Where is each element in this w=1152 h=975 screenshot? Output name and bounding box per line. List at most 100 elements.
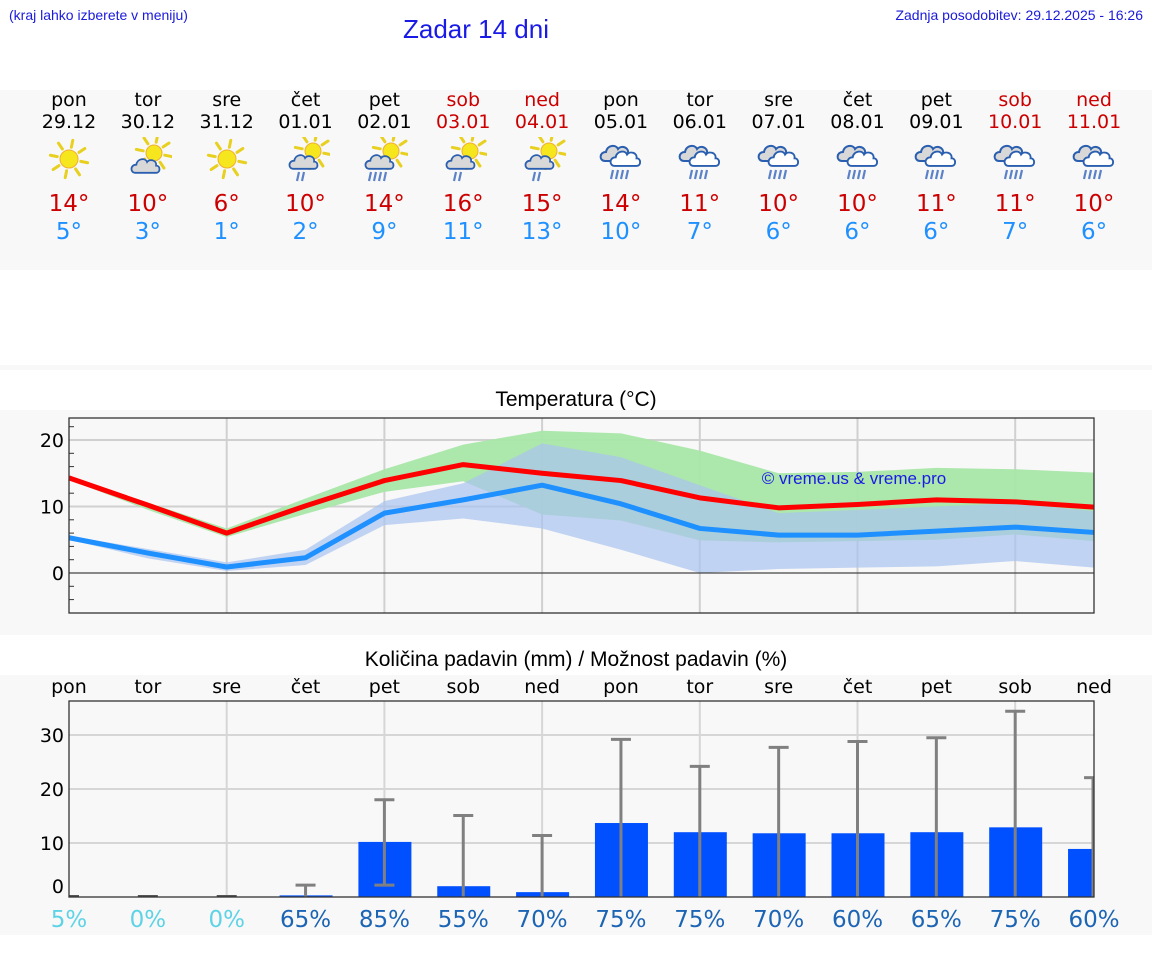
sun-cloud-light-rain-icon [282, 131, 332, 185]
day-date: 29.12 [41, 111, 97, 133]
svg-text:sre: sre [212, 676, 241, 698]
svg-text:sob: sob [998, 676, 1032, 698]
svg-text:75%: 75% [674, 907, 725, 933]
day-forecast: ned 04.01 15° 13° [503, 89, 581, 246]
svg-text:75%: 75% [990, 907, 1041, 933]
svg-text:ned: ned [524, 676, 560, 698]
day-name: čet [842, 89, 873, 111]
sun-cloud-light-rain-icon [518, 131, 569, 185]
min-temperature: 5° [55, 219, 83, 245]
svg-text:čet: čet [291, 676, 321, 698]
min-temperature: 6° [1080, 219, 1108, 245]
precipitation-bar [1068, 848, 1094, 897]
svg-text:10: 10 [40, 833, 64, 855]
svg-text:30: 30 [40, 725, 64, 747]
section-divider [0, 365, 1152, 370]
min-temperature: 6° [844, 219, 871, 245]
day-date: 06.01 [672, 111, 727, 133]
day-date: 08.01 [830, 111, 885, 133]
cloud-rain-icon [991, 137, 1039, 185]
svg-text:0: 0 [52, 876, 64, 898]
svg-text:tor: tor [134, 676, 161, 698]
day-name: sob [446, 89, 481, 111]
day-date: 31.12 [199, 111, 254, 133]
svg-text:85%: 85% [359, 907, 410, 933]
day-forecast: čet 01.01 10° 2° [267, 89, 345, 246]
daily-forecast-strip [0, 90, 1152, 270]
cloud-rain-icon [1070, 137, 1118, 185]
day-forecast: sob 10.01 11° 7° [976, 89, 1054, 246]
max-temperature: 10° [837, 191, 878, 217]
day-name: sre [764, 89, 794, 111]
day-forecast: ned 11.01 10° 6° [1055, 89, 1133, 246]
precipitation-chart-title: Količina padavin (mm) / Možnost padavin … [364, 648, 788, 671]
day-forecast: čet 08.01 10° 6° [819, 89, 897, 246]
svg-text:čet: čet [843, 676, 873, 698]
max-temperature: 14° [600, 191, 642, 217]
svg-text:pet: pet [921, 676, 952, 698]
day-name: pon [51, 89, 87, 111]
min-temperature: 10° [600, 219, 642, 245]
daily-forecast-list: pon 29.12 14° 5° tor 30.12 10° 3° sre 31.12 6° 1° če… [0, 89, 1152, 269]
sun-cloud-rain-icon [360, 131, 411, 185]
sun-icon [203, 137, 251, 185]
max-temperature: 14° [48, 191, 90, 217]
cloud-rain-icon [755, 137, 803, 185]
day-name: ned [1076, 89, 1112, 111]
svg-text:10: 10 [40, 497, 64, 519]
day-forecast: pon 29.12 14° 5° [30, 89, 108, 246]
svg-text:ned: ned [1076, 676, 1112, 698]
max-temperature: 10° [758, 191, 800, 217]
day-name: tor [134, 89, 162, 111]
max-temperature: 10° [1073, 191, 1115, 217]
day-forecast: pon 05.01 14° 10° [582, 89, 660, 246]
temperature-chart-title: Temperatura (°C) [495, 388, 657, 411]
svg-text:20: 20 [40, 779, 64, 801]
max-temperature: 16° [442, 191, 484, 217]
min-temperature: 9° [371, 219, 398, 245]
max-temperature: 15° [521, 191, 563, 217]
svg-text:pon: pon [51, 676, 87, 698]
svg-text:sob: sob [446, 676, 480, 698]
day-forecast: tor 30.12 10° 3° [109, 89, 187, 246]
max-temperature: 14° [364, 191, 405, 217]
max-temperature: 10° [285, 191, 326, 217]
min-temperature: 11° [442, 219, 484, 245]
svg-text:55%: 55% [438, 907, 489, 933]
day-date: 09.01 [909, 111, 964, 133]
svg-text:0%: 0% [208, 907, 245, 933]
cloud-rain-icon [834, 137, 882, 185]
svg-text:70%: 70% [753, 907, 804, 933]
day-date: 04.01 [514, 111, 570, 133]
day-date: 02.01 [357, 111, 412, 133]
day-name: sre [212, 89, 242, 111]
day-name: pet [368, 89, 400, 111]
day-date: 11.01 [1066, 111, 1122, 133]
cloud-rain-icon [676, 137, 724, 185]
day-date: 05.01 [593, 111, 649, 133]
svg-text:© vreme.us & vreme.pro: © vreme.us & vreme.pro [762, 469, 946, 488]
svg-text:60%: 60% [832, 907, 883, 933]
day-date: 03.01 [436, 111, 491, 133]
svg-text:pon: pon [603, 676, 639, 698]
svg-text:0%: 0% [130, 907, 167, 933]
cloud-rain-icon [597, 137, 645, 185]
day-forecast: pet 09.01 11° 6° [897, 89, 975, 246]
svg-text:tor: tor [686, 676, 713, 698]
day-forecast: tor 06.01 11° 7° [661, 89, 739, 246]
day-name: tor [686, 89, 714, 111]
svg-text:sre: sre [764, 676, 793, 698]
day-forecast: sre 31.12 6° 1° [188, 89, 266, 246]
svg-text:pet: pet [369, 676, 400, 698]
last-update-timestamp: Zadnja posodobitev: 29.12.2025 - 16:26 [895, 7, 1143, 23]
day-name: pon [603, 89, 639, 111]
max-temperature: 11° [994, 191, 1036, 217]
max-temperature: 6° [213, 191, 240, 217]
min-temperature: 6° [923, 219, 950, 245]
svg-text:65%: 65% [280, 907, 331, 933]
svg-text:75%: 75% [595, 907, 646, 933]
sun-cloud-light-rain-icon [439, 131, 490, 185]
location-menu-hint[interactable]: (kraj lahko izberete v meniju) [9, 7, 188, 23]
day-forecast: sob 03.01 16° 11° [424, 89, 502, 246]
